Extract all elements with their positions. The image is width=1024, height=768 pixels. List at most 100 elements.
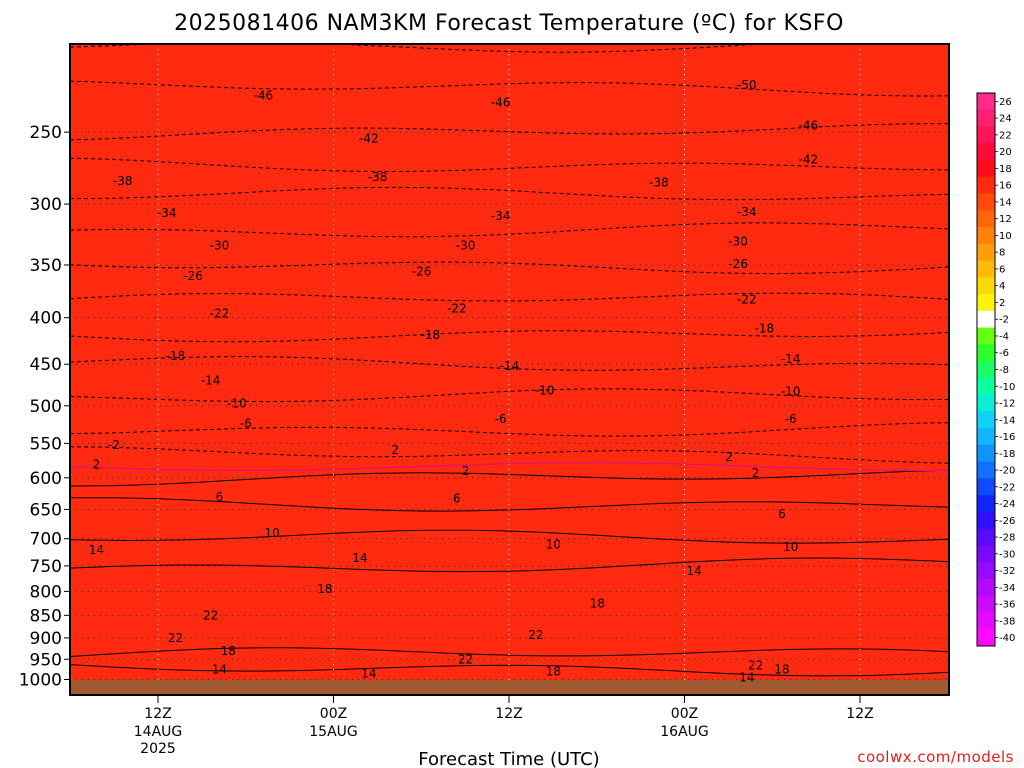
isotherm-line: [70, 557, 949, 573]
contour-label: -2: [108, 438, 120, 452]
contour-label: 6: [453, 491, 461, 505]
colorbar-label: -8: [999, 365, 1009, 376]
pressure-tick-label: 700: [30, 530, 62, 550]
colorbar-swatch: [977, 327, 995, 345]
contour-label: -30: [210, 238, 230, 252]
contour-label: 14: [739, 671, 754, 685]
contour-label: -34: [157, 206, 177, 220]
colorbar-swatch: [977, 227, 995, 245]
colorbar-swatch: [977, 361, 995, 379]
colorbar-label: 16: [999, 181, 1012, 192]
pressure-tick-label: 550: [30, 434, 62, 454]
time-tick-date: 14AUG: [134, 724, 183, 740]
contour-label: -18: [166, 349, 186, 363]
pressure-tick-label: 400: [30, 309, 62, 329]
contour-label: 6: [216, 490, 224, 504]
colorbar-swatch: [977, 495, 995, 513]
contour-label: -14: [781, 352, 801, 366]
colorbar-swatch: [977, 126, 995, 144]
colorbar-swatch: [977, 461, 995, 479]
x-axis-label: Forecast Time (UTC): [418, 749, 599, 768]
colorbar-swatch: [977, 344, 995, 362]
contour-label: 14: [361, 667, 376, 681]
colorbar-swatch: [977, 578, 995, 597]
colorbar-swatch: [977, 160, 995, 178]
colorbar-label: 18: [999, 164, 1012, 175]
pressure-tick-label: 750: [30, 557, 62, 577]
colorbar-swatch: [977, 193, 995, 211]
contour-label: 22: [168, 631, 183, 645]
contour-label: -38: [113, 174, 133, 188]
contour-label: 18: [590, 597, 605, 611]
colorbar-label: 8: [999, 248, 1005, 259]
colorbar-label: -26: [999, 516, 1015, 527]
colorbar-label: -34: [999, 583, 1015, 594]
contour-label: -6: [785, 412, 797, 426]
contour-label: -46: [254, 89, 274, 103]
contour-label: -46: [491, 96, 511, 110]
pressure-tick-label: 350: [30, 256, 62, 276]
time-tick-label: 12Z: [144, 706, 171, 722]
time-tick-label: 12Z: [846, 706, 873, 722]
contour-label: 18: [317, 582, 332, 596]
contour-label: 2: [752, 466, 760, 480]
contour-label: -42: [359, 131, 379, 145]
contour-label: -26: [412, 265, 432, 279]
contour-label: -10: [781, 384, 801, 398]
contour-label: -50: [737, 78, 757, 92]
freezing-level-line: [70, 461, 949, 472]
contour-label: 18: [546, 665, 561, 679]
colorbar: 26 24 22 20 18 16 14 12 10 8 6 4 2 -2 -4 -6 -8 -10 -12 -14 -…: [976, 92, 1015, 647]
contour-label: -18: [755, 321, 775, 335]
credit-text: coolwx.com/models: [857, 748, 1014, 766]
colorbar-label: -36: [999, 600, 1015, 611]
contour-label: -42: [799, 153, 819, 167]
pressure-tick-label: 850: [30, 606, 62, 626]
colorbar-swatch: [977, 260, 995, 278]
contour-label: -34: [737, 205, 757, 219]
contour-label: -34: [491, 209, 511, 223]
colorbar-swatch: [977, 143, 995, 161]
time-tick-date: 15AUG: [309, 724, 358, 740]
colorbar-swatch: [977, 595, 995, 613]
contour-label: -46: [799, 119, 819, 133]
colorbar-label: 10: [999, 231, 1012, 242]
contour-label: 18: [221, 644, 236, 658]
colorbar-label: -6: [999, 348, 1009, 359]
isotherm-line: [70, 664, 949, 677]
colorbar-swatch: [977, 629, 995, 647]
time-tick-date: 2025: [140, 741, 176, 757]
contour-label: 10: [546, 537, 561, 551]
isotherm-line: [70, 647, 949, 657]
colorbar-swatch: [977, 562, 995, 580]
pressure-tick-label: 1000: [19, 671, 62, 691]
colorbar-swatch: [977, 478, 995, 496]
colorbar-label: -20: [999, 466, 1015, 477]
time-tick-label: 12Z: [495, 706, 522, 722]
time-tick-date: 16AUG: [660, 724, 709, 740]
contour-label: -10: [535, 384, 555, 398]
contour-label: 22: [748, 658, 763, 672]
colorbar-label: -22: [999, 482, 1015, 493]
contour-labels: -46 -46 -50 -42 -46 -38 -38 -38 -42 -34 -34 -34 -30 -…: [89, 78, 818, 684]
contour-label: -22: [737, 293, 757, 307]
contour-label: 22: [458, 652, 473, 666]
contour-label: 2: [391, 443, 399, 457]
pressure-tick-label: 250: [30, 123, 62, 143]
contour-label: 10: [265, 526, 280, 540]
colorbar-swatch: [977, 243, 995, 262]
pressure-tick-label: 500: [30, 397, 62, 417]
pressure-tick-label: 450: [30, 355, 62, 375]
contour-label: -10: [227, 396, 247, 410]
pressure-tick-label: 600: [30, 469, 62, 489]
colorbar-label: -38: [999, 616, 1015, 627]
colorbar-swatch: [977, 394, 995, 412]
contour-label: 2: [93, 457, 101, 471]
contour-label: -6: [495, 412, 507, 426]
ground-terrain: [70, 680, 949, 695]
colorbar-swatch: [977, 210, 995, 228]
contour-label: -6: [240, 417, 252, 431]
colorbar-swatch: [977, 411, 995, 429]
colorbar-label: -30: [999, 549, 1015, 560]
